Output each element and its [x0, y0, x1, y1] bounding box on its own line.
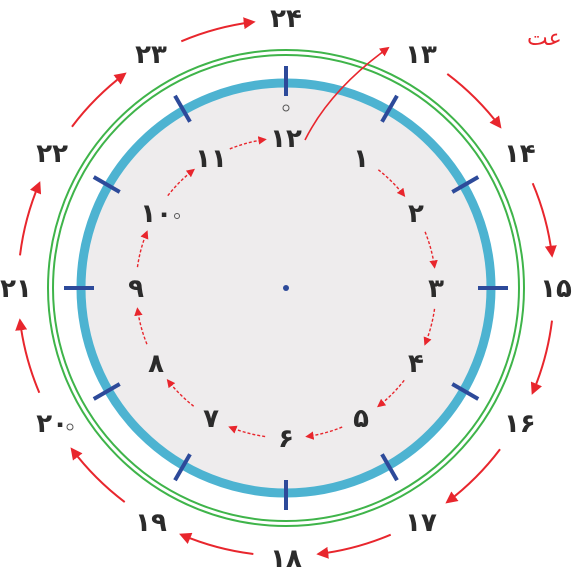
- inner-arrow-2: [424, 231, 438, 269]
- small-circle-left: [174, 213, 180, 219]
- outer-hour-7: ۱۹: [135, 508, 167, 538]
- outer-hour-1: ۱۳: [405, 40, 437, 70]
- outer-hour-6: ۱۸: [270, 544, 302, 574]
- inner-arrow-3: [423, 308, 436, 346]
- small-circle-outer-left: [66, 423, 74, 431]
- outer-hour-9: ۲۱: [0, 274, 32, 304]
- outer-arrow-11: [180, 17, 256, 43]
- inner-arrow-11: [229, 136, 267, 150]
- inner-hour-12: ۱۲: [270, 124, 302, 154]
- outer-hour-3: ۱۵: [540, 274, 572, 304]
- inner-arrow-9: [136, 230, 149, 268]
- inner-arrow-7: [166, 379, 195, 407]
- outer-hour-12: ۲۴: [270, 4, 302, 34]
- inner-arrows: [134, 136, 438, 440]
- inner-hour-10: ۱۰: [140, 199, 172, 229]
- inner-hour-9: ۹: [128, 274, 144, 304]
- inner-hour-1: ۱: [353, 144, 369, 174]
- tick-mark: [451, 175, 480, 194]
- inner-hour-7: ۷: [203, 404, 219, 434]
- inner-arrow-6: [228, 425, 266, 438]
- outer-hour-4: ۱۶: [504, 409, 536, 439]
- outer-arrow-9: [19, 181, 42, 256]
- hour-ticks: [64, 66, 508, 510]
- inner-hour-8: ۸: [148, 349, 164, 379]
- outer-arrow-4: [445, 448, 501, 504]
- tick-mark: [173, 453, 192, 482]
- outer-arrow-6: [179, 532, 254, 555]
- outer-hour-5: ۱۷: [405, 508, 437, 538]
- inner-arrow-4: [377, 379, 405, 408]
- tick-mark: [380, 453, 399, 482]
- outer-arrow-3: [530, 320, 553, 395]
- outer-green-ring: [47, 49, 525, 527]
- tick-mark: [380, 94, 399, 123]
- inner-hour-6: ۶: [278, 424, 294, 454]
- outer-hour-8: ۲۰: [36, 409, 68, 439]
- outer-arrow-5: [316, 533, 392, 559]
- outer-hour-10: ۲۲: [36, 139, 68, 169]
- outer-arrow-2: [531, 182, 557, 258]
- inner-arrow-1: [377, 169, 406, 197]
- corner-text: عت: [527, 26, 562, 51]
- center-dot: [283, 285, 289, 291]
- tick-mark: [92, 382, 121, 401]
- outer-arrow-1: [446, 73, 502, 129]
- outer-hour-2: ۱۴: [504, 139, 536, 169]
- inner-arrow-5: [305, 426, 343, 440]
- outer-arrow-10: [71, 72, 127, 128]
- inner-arrow-8: [134, 307, 148, 345]
- outer-hour-11: ۲۳: [135, 40, 167, 70]
- inner-hour-5: ۵: [353, 404, 369, 434]
- small-circle-top: [282, 104, 290, 112]
- inner-arrow-10: [167, 168, 195, 197]
- inner-hour-11: ۱۱: [195, 144, 227, 174]
- outer-green-ring-inner: [52, 54, 520, 522]
- tick-mark: [451, 382, 480, 401]
- inner-hour-3: ۳: [428, 274, 444, 304]
- inner-hour-4: ۴: [408, 349, 424, 379]
- outer-arrow-7: [70, 447, 126, 503]
- tick-mark: [92, 175, 121, 194]
- outer-arrows: [15, 17, 557, 559]
- tick-mark: [173, 94, 192, 123]
- outer-arrow-8: [15, 318, 41, 394]
- inner-hour-2: ۲: [408, 199, 424, 229]
- arrow-12-to-13: [304, 46, 390, 141]
